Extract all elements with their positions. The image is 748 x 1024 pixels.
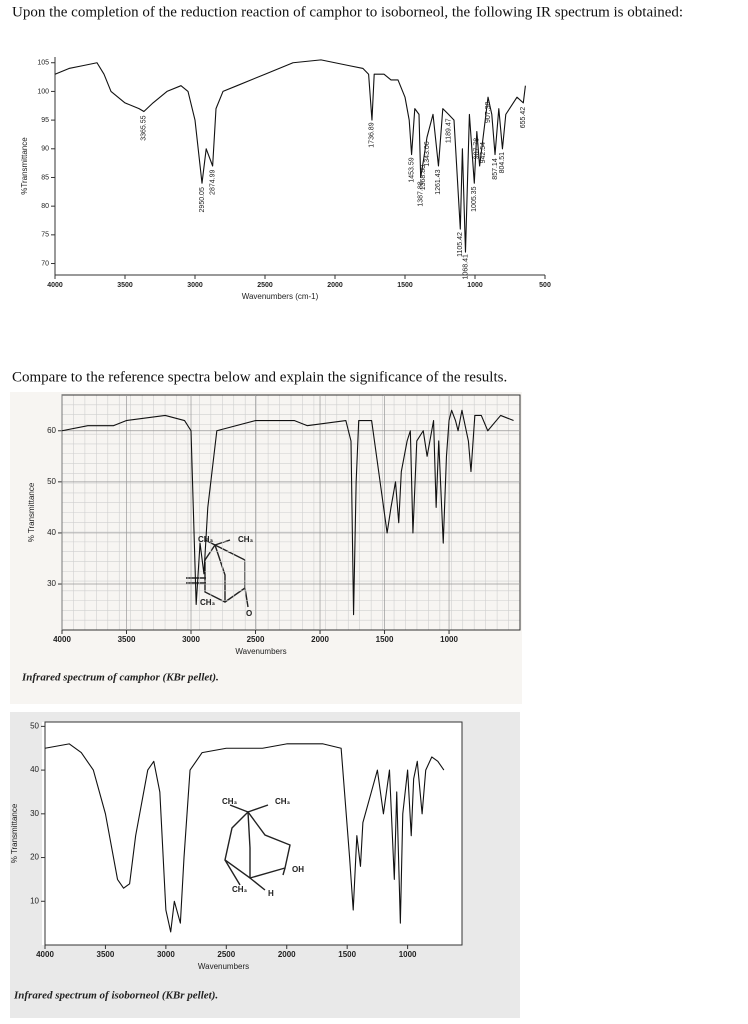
- x-tick-label: 1500: [397, 282, 413, 289]
- y-tick-label: 40: [30, 765, 39, 774]
- prompt: Compare to the reference spectra below a…: [12, 369, 507, 385]
- y-tick-label: 85: [41, 174, 49, 181]
- y-tick-label: 50: [47, 477, 56, 486]
- peak-label: 2874.99: [209, 170, 216, 195]
- peak-label: 1736.89: [369, 122, 376, 147]
- x-tick-label: 1000: [440, 635, 458, 644]
- x-tick-label: 3000: [182, 635, 200, 644]
- y-tick-label: 70: [41, 260, 49, 267]
- x-tick-label: 2500: [247, 635, 265, 644]
- x-tick-label: 3000: [187, 282, 203, 289]
- structure-label: CH₃: [198, 535, 214, 544]
- y-tick-label: 40: [47, 528, 56, 537]
- peak-label: 1453.59: [408, 157, 415, 182]
- structure-label: CH₃: [200, 598, 216, 607]
- structure-label: CH₃: [275, 797, 291, 806]
- y-tick-label: 90: [41, 146, 49, 153]
- y-tick-label: 105: [37, 60, 49, 67]
- x-tick-label: 4000: [47, 282, 63, 289]
- x-tick-label: 2500: [217, 950, 235, 959]
- peak-label: 1105.42: [457, 232, 464, 257]
- y-tick-label: 75: [41, 232, 49, 239]
- plot-background: [42, 722, 462, 945]
- peak-label: 1189.47: [445, 118, 452, 143]
- reference-panel: [10, 392, 522, 704]
- structure-label: CH₃: [232, 885, 248, 894]
- x-tick-label: 3500: [97, 950, 115, 959]
- structure-label: CH₃: [238, 535, 254, 544]
- spectrum-line: [61, 409, 514, 616]
- peak-label: 655.42: [520, 107, 527, 129]
- x-tick-label: 3500: [117, 282, 133, 289]
- x-tick-label: 4000: [53, 635, 71, 644]
- structure-label: O: [246, 609, 252, 618]
- x-tick-label: 1500: [338, 950, 356, 959]
- peak-label: 907.38: [485, 101, 492, 123]
- plot-frame: [44, 721, 463, 946]
- x-tick-label: 500: [539, 282, 551, 289]
- peak-label: 804.51: [499, 152, 506, 174]
- x-tick-label: 2000: [278, 950, 296, 959]
- y-tick-label: 30: [30, 809, 39, 818]
- spectrum-line: [44, 743, 445, 933]
- x-tick-label: 1500: [376, 635, 394, 644]
- y-tick-label: 20: [30, 853, 39, 862]
- peak-label: 942.54: [480, 142, 487, 164]
- y-tick-label: 50: [30, 721, 39, 730]
- peak-label: 2950.05: [199, 187, 206, 212]
- peak-label: 857.14: [492, 158, 499, 180]
- structure-label: OH: [292, 865, 304, 874]
- isoborneol-structure: [224, 804, 291, 891]
- caption: Infrared spectrum of camphor (KBr pellet…: [21, 672, 219, 684]
- caption: Infrared spectrum of isoborneol (KBr pel…: [13, 990, 218, 1002]
- peak-label: 987.78: [474, 138, 481, 160]
- x-tick-label: 2500: [257, 282, 273, 289]
- peak-label: 1261.43: [435, 169, 442, 194]
- x-tick-label: 1000: [399, 950, 417, 959]
- x-tick-label: 1000: [467, 282, 483, 289]
- structure-label: H: [268, 889, 274, 898]
- y-tick-label: 30: [47, 579, 56, 588]
- y-tick-label: 95: [41, 117, 49, 124]
- x-axis-label: Wavenumbers (cm-1): [242, 292, 319, 301]
- x-tick-label: 2000: [327, 282, 343, 289]
- spectrum-line: [54, 59, 526, 253]
- y-axis-label: % Transmittance: [10, 803, 19, 863]
- x-axis-label: Wavenumbers: [198, 962, 249, 971]
- x-tick-label: 3000: [157, 950, 175, 959]
- x-tick-label: 4000: [36, 950, 54, 959]
- y-tick-label: 80: [41, 203, 49, 210]
- y-tick-label: 60: [47, 426, 56, 435]
- y-tick-label: 100: [37, 88, 49, 95]
- peak-label: 1368.80: [420, 165, 427, 190]
- x-tick-label: 3500: [118, 635, 136, 644]
- y-tick-label: 10: [30, 896, 39, 905]
- peak-label: 1005.35: [471, 186, 478, 211]
- peak-label: 1343.06: [424, 141, 431, 166]
- question: Upon the completion of the reduction rea…: [12, 4, 683, 20]
- y-axis-label: %Transmittance: [20, 137, 29, 195]
- x-axis-label: Wavenumbers: [235, 647, 286, 656]
- structure-label: CH₃: [222, 797, 238, 806]
- y-axis-label: % Transmittance: [27, 482, 36, 542]
- peak-label: 1387.88: [418, 181, 425, 206]
- x-tick-label: 2000: [311, 635, 329, 644]
- peak-label: 3365.55: [141, 115, 148, 140]
- peak-label: 1068.41: [462, 254, 469, 279]
